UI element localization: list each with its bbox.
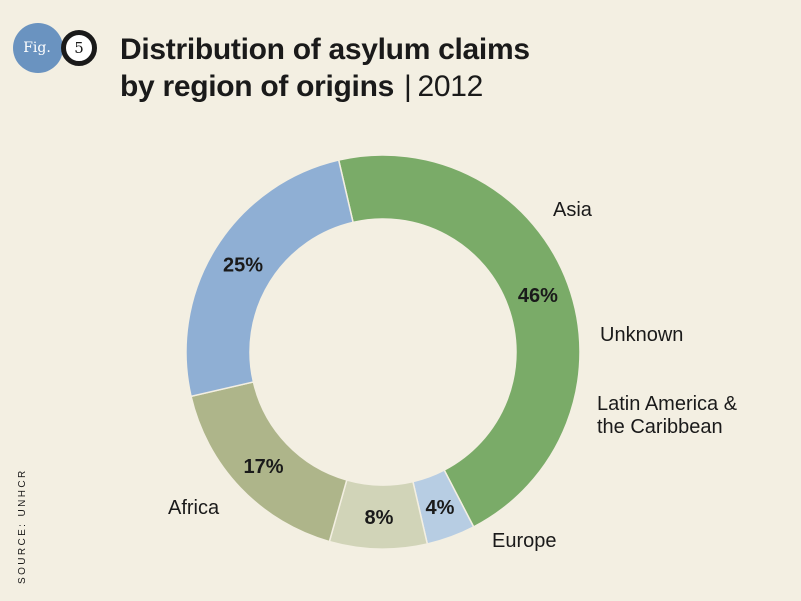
source-note: SOURCE: UNHCR xyxy=(17,468,28,584)
donut-value-labels: 46% 4% 8% 17% 25% xyxy=(223,255,558,529)
title-year: 2012 xyxy=(417,70,484,103)
donut-category-labels: Asia Unknown Latin America & the Caribbean E… xyxy=(168,199,738,552)
figure-badge: Fig. 5 xyxy=(13,23,97,75)
title-line-2: by region of origins | 2012 xyxy=(120,68,530,105)
value-label-asia: 46% xyxy=(518,285,558,307)
category-label-europe: Europe xyxy=(492,530,557,552)
figure-number: 5 xyxy=(61,30,97,66)
category-label-unknown: Unknown xyxy=(600,324,683,346)
title-line-2-text: by region of origins xyxy=(120,70,395,103)
value-label-europe: 17% xyxy=(243,456,283,478)
category-label-latin-america-and-the-caribbean: Latin America & the Caribbean xyxy=(597,393,738,438)
title-separator: | xyxy=(404,70,412,103)
figure-label: Fig. xyxy=(13,23,63,73)
donut-slices xyxy=(185,154,581,550)
slice-asia xyxy=(337,154,581,528)
value-label-latin-america-and-the-caribbean: 8% xyxy=(365,507,394,529)
title-line-1: Distribution of asylum claims xyxy=(120,33,530,66)
category-label-asia: Asia xyxy=(553,199,593,221)
value-label-unknown: 4% xyxy=(426,497,455,519)
category-label-africa: Africa xyxy=(168,497,220,519)
slice-africa xyxy=(185,159,354,398)
value-label-africa: 25% xyxy=(223,255,263,277)
chart-title: Distribution of asylum claims by region … xyxy=(120,31,530,105)
